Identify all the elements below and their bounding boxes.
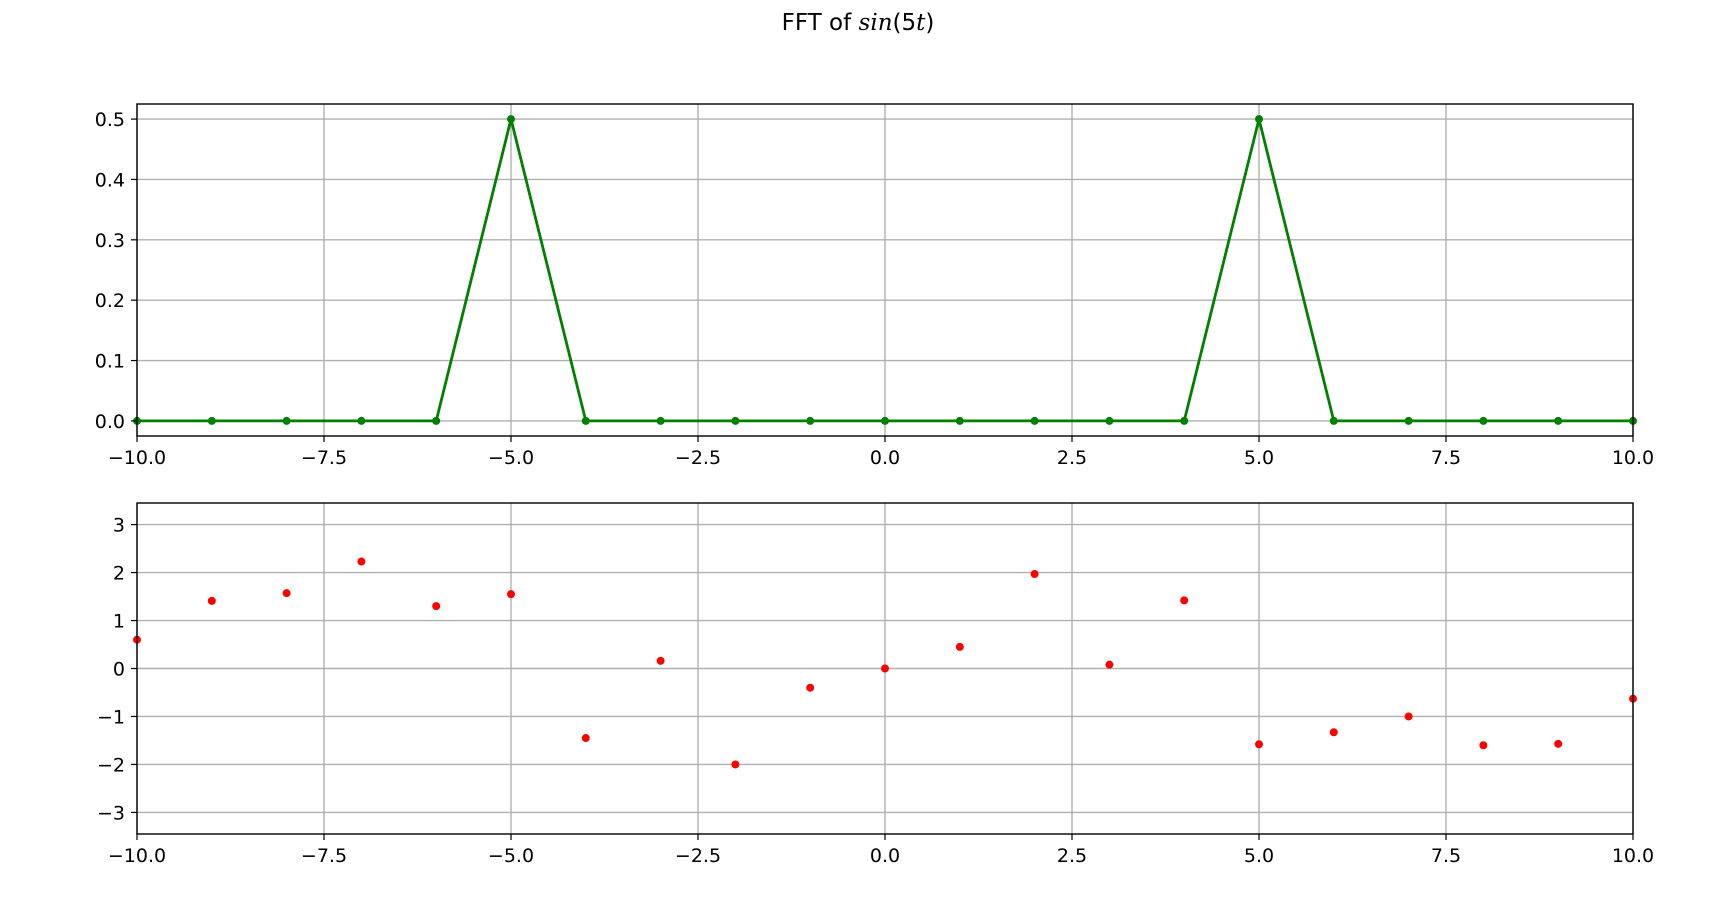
magnitude-data-point [1105,416,1114,425]
magnitude-xtick-label: 10.0 [1612,447,1654,469]
phase-xtick-label: 7.5 [1431,845,1461,867]
phase-data-point [207,596,216,605]
phase-ytick-label: 2 [113,563,125,585]
magnitude-data-point [1329,416,1338,425]
magnitude-xtick-label: −7.5 [301,447,347,469]
phase-data-point [955,642,964,651]
magnitude-data-point [1180,416,1189,425]
chart-title: FFT of sin(5t) [782,10,935,36]
phase-data-point [581,734,590,743]
magnitude-xtick-label: 2.5 [1057,447,1087,469]
phase-data-point [282,589,291,598]
magnitude-data-point [432,416,441,425]
magnitude-xtick-label: −10.0 [108,447,166,469]
magnitude-data-point [731,416,740,425]
phase-ytick-label: 0 [113,659,125,681]
magnitude-data-point [806,416,815,425]
magnitude-xtick-label: −5.0 [488,447,534,469]
title-math: sin [859,10,893,36]
phase-data-point [1030,569,1039,578]
magnitude-ytick-label: 0.4 [95,169,125,191]
magnitude-ytick-label: 0.1 [95,351,125,373]
magnitude-data-point [507,115,515,124]
magnitude-panel: −10.0 −7.5 −5.0 −2.5 0.0 2.5 5.0 7.5 10.0 0.0 0.1 0… [95,103,1654,469]
magnitude-data-point [581,416,590,425]
phase-data-point [881,664,889,673]
phase-ytick-label: −3 [97,802,125,824]
phase-ytick-label: −2 [97,754,125,776]
magnitude-data-point [881,416,889,425]
phase-ytick-label: −1 [97,706,125,728]
magnitude-data-point [282,416,291,425]
phase-xtick-label: 0.0 [870,845,900,867]
phase-data-point [357,557,366,566]
phase-data-point [806,683,815,692]
magnitude-data-point [207,416,216,425]
magnitude-data-point [1255,115,1263,124]
phase-xtick-label: 2.5 [1057,845,1087,867]
magnitude-xtick-label: −2.5 [675,447,721,469]
phase-xtick-label: −5.0 [488,845,534,867]
magnitude-data-point [357,416,366,425]
phase-data-point [1180,596,1189,605]
title-paren-open: (5 [893,10,917,36]
magnitude-ytick-label: 0.2 [95,290,125,312]
magnitude-data-point [955,416,964,425]
phase-data-point [1105,660,1114,669]
phase-data-point [1554,739,1563,748]
phase-data-point [731,760,740,769]
magnitude-data-point [1030,416,1039,425]
title-paren-close: ) [925,10,934,36]
phase-data-point [432,602,441,611]
magnitude-data-point [1479,416,1488,425]
phase-data-point [1404,712,1413,721]
phase-xtick-label: −2.5 [675,845,721,867]
title-prefix: FFT of [782,10,859,36]
title-var: t [916,10,926,36]
magnitude-xtick-label: 5.0 [1244,447,1274,469]
phase-data-point [656,656,665,665]
phase-data-point [1255,740,1263,749]
magnitude-ytick-label: 0.0 [95,411,125,433]
phase-panel: −10.0 −7.5 −5.0 −2.5 0.0 2.5 5.0 7.5 10.0 −3 −2 −1 0… [97,502,1654,867]
phase-data-point [1329,728,1338,737]
magnitude-data-point [1554,416,1563,425]
phase-data-point [507,590,515,599]
phase-xtick-label: −10.0 [108,845,166,867]
magnitude-ytick-label: 0.5 [95,109,125,131]
magnitude-data-point [656,416,665,425]
phase-xtick-label: 5.0 [1244,845,1274,867]
phase-ytick-label: 3 [113,515,125,537]
magnitude-xtick-label: 7.5 [1431,447,1461,469]
phase-ytick-label: 1 [113,611,125,633]
phase-data-point [1479,741,1488,750]
magnitude-xtick-label: 0.0 [870,447,900,469]
phase-xtick-label: −7.5 [301,845,347,867]
magnitude-data-point [1404,416,1413,425]
phase-xtick-label: 10.0 [1612,845,1654,867]
magnitude-ytick-label: 0.3 [95,230,125,252]
